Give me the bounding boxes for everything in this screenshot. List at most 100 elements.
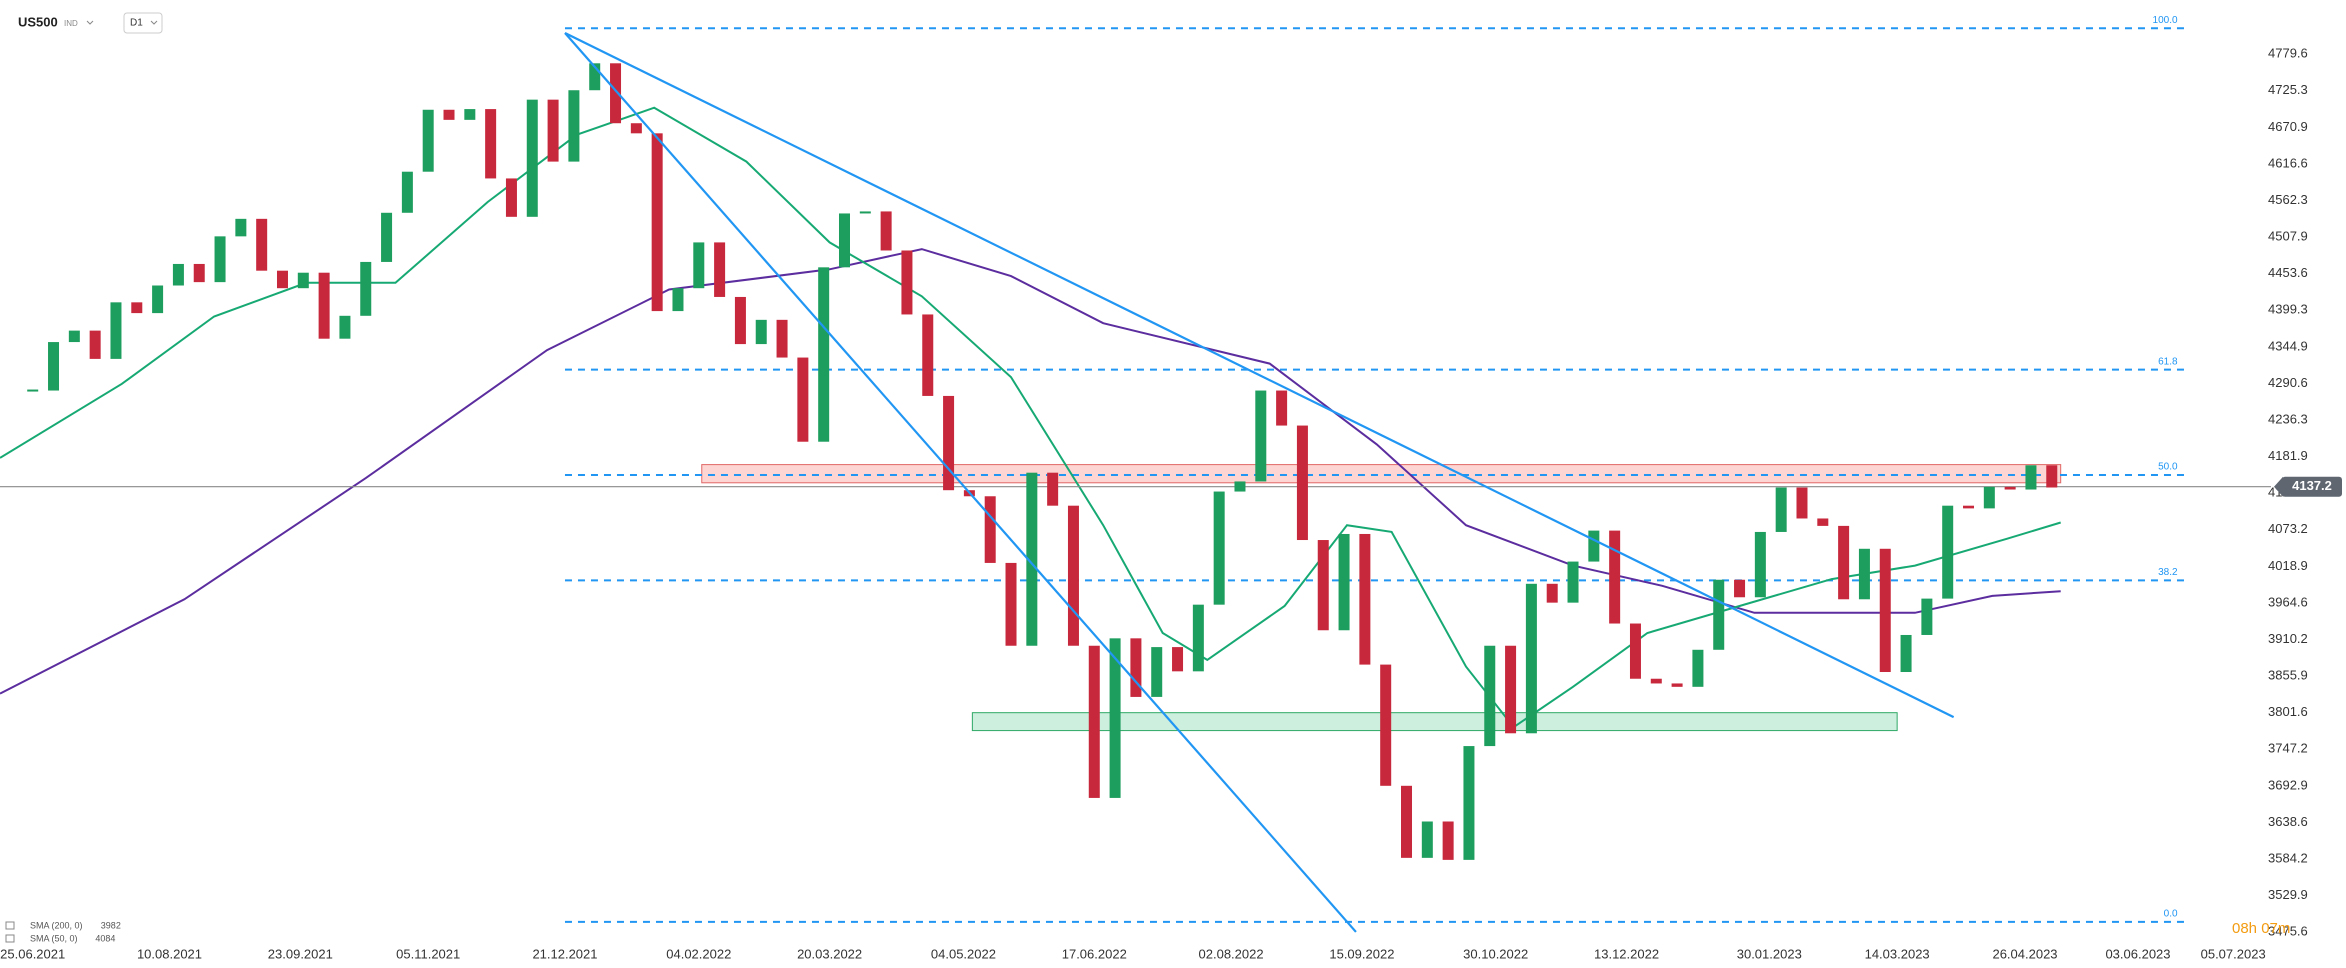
y-tick-label: 4290.6 <box>2268 375 2308 390</box>
candle <box>2046 465 2058 488</box>
sma-line <box>0 248 2061 695</box>
candle <box>1775 487 1787 532</box>
y-tick-label: 3475.6 <box>2268 924 2308 939</box>
x-tick-label: 04.05.2022 <box>931 946 996 961</box>
y-tick-label: 3747.2 <box>2268 741 2308 756</box>
candle <box>589 63 601 91</box>
current-price-label: 4137.2 <box>2292 478 2332 493</box>
x-tick-label: 20.03.2022 <box>797 946 862 961</box>
candle <box>1692 649 1704 687</box>
candle <box>214 236 226 283</box>
candle <box>1629 623 1641 679</box>
candle <box>422 109 434 172</box>
candle <box>381 212 393 262</box>
y-tick-label: 4725.3 <box>2268 82 2308 97</box>
candle <box>1754 531 1766 598</box>
candle <box>297 272 309 289</box>
legend-name: SMA (50, 0) <box>30 933 78 943</box>
candle <box>880 211 892 251</box>
x-tick-label: 10.08.2021 <box>137 946 202 961</box>
x-tick-label: 15.09.2022 <box>1329 946 1394 961</box>
candle <box>1359 533 1371 665</box>
candle <box>1484 645 1496 747</box>
legend-icon <box>5 934 15 943</box>
y-tick-label: 4181.9 <box>2268 448 2308 463</box>
candle <box>1067 505 1079 646</box>
candle <box>48 342 60 391</box>
y-tick-label: 4236.3 <box>2268 411 2308 426</box>
countdown: 08h 07m <box>2232 920 2290 937</box>
candle <box>110 302 122 359</box>
candle <box>1505 645 1517 734</box>
candle <box>339 315 351 339</box>
fib-label: 38.2 <box>2158 567 2178 578</box>
candle <box>1380 664 1392 786</box>
candle <box>1026 472 1038 646</box>
candle <box>1713 579 1725 650</box>
candle <box>443 109 455 120</box>
candle <box>1047 472 1059 506</box>
candle <box>1151 647 1163 697</box>
candle <box>1234 481 1246 492</box>
market: IND <box>64 19 78 28</box>
candle <box>1213 491 1225 605</box>
candle <box>714 242 726 297</box>
x-tick-label: 05.11.2021 <box>396 946 460 961</box>
y-tick-label: 4670.9 <box>2268 119 2308 134</box>
candle <box>1421 821 1433 858</box>
candle <box>1276 390 1288 426</box>
candle <box>318 272 330 339</box>
fib-label: 0.0 <box>2164 908 2178 919</box>
candle <box>1442 821 1454 860</box>
zone <box>701 464 2062 484</box>
candle <box>651 133 663 312</box>
legend-value: 3982 <box>101 920 121 930</box>
candle <box>1609 530 1621 624</box>
y-tick-label: 4507.9 <box>2268 229 2308 244</box>
candle <box>1921 598 1933 635</box>
sma-line <box>0 106 2061 729</box>
timeframe-box[interactable] <box>123 12 163 34</box>
fib-label: 50.0 <box>2158 462 2178 473</box>
y-tick-label: 4779.6 <box>2268 46 2308 61</box>
candle <box>1005 562 1017 646</box>
y-tick-label: 4073.2 <box>2268 521 2308 536</box>
x-tick-label: 23.09.2021 <box>268 946 333 961</box>
y-tick-label: 3801.6 <box>2268 704 2308 719</box>
candle <box>672 288 684 312</box>
legend-name: SMA (200, 0) <box>30 920 83 930</box>
candle <box>755 319 767 345</box>
candle <box>1983 486 1995 509</box>
x-tick-label: 26.04.2023 <box>1992 946 2057 961</box>
candle <box>131 302 143 314</box>
timeframe[interactable]: D1 <box>130 18 143 29</box>
candle <box>1109 638 1121 798</box>
candle <box>485 109 497 179</box>
y-tick-label: 3529.9 <box>2268 887 2308 902</box>
legend-value: 4084 <box>95 933 115 943</box>
x-tick-label: 25.06.2021 <box>0 946 65 961</box>
candle <box>984 496 996 563</box>
x-tick-label: 30.10.2022 <box>1463 946 1528 961</box>
candle <box>401 171 413 213</box>
dropdown-icon[interactable] <box>86 20 94 25</box>
x-tick-label: 30.01.2023 <box>1737 946 1802 961</box>
candle <box>734 296 746 345</box>
candle <box>1734 579 1746 598</box>
candle <box>568 90 580 162</box>
current-price-tag <box>2282 476 2342 497</box>
x-tick-label: 04.02.2022 <box>666 946 731 961</box>
candle <box>630 123 642 134</box>
x-tick-label: 02.08.2022 <box>1199 946 1264 961</box>
candle <box>2025 465 2037 490</box>
candle <box>193 263 205 283</box>
candle <box>526 99 538 217</box>
y-tick-label: 4562.3 <box>2268 192 2308 207</box>
y-tick-label: 3855.9 <box>2268 668 2308 683</box>
dropdown-icon[interactable] <box>150 20 158 25</box>
candle <box>1650 678 1662 684</box>
x-tick-label: 13.12.2022 <box>1594 946 1659 961</box>
symbol: US500 <box>18 14 58 29</box>
candle <box>152 285 164 314</box>
